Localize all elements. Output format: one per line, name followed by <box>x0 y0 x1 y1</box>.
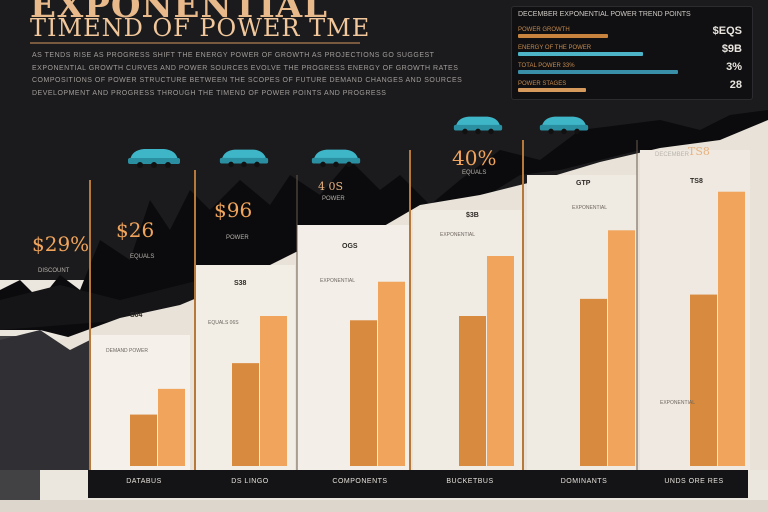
column-label: S38 <box>234 280 247 287</box>
panel-row-bar <box>518 34 608 38</box>
bar <box>378 281 405 466</box>
category-label: UNDS ORE RES <box>664 478 724 485</box>
bar <box>580 298 607 466</box>
bar <box>459 316 486 466</box>
intro-line: AS TENDS RISE AS PROGRESS SHIFT THE ENER… <box>32 52 435 59</box>
bar <box>350 320 377 466</box>
column-header: $96 <box>214 198 253 222</box>
column-subtext: DISCOUNT <box>38 268 70 274</box>
column-subtext: POWER <box>322 196 345 202</box>
bar <box>232 363 259 466</box>
panel-row: POWER STAGES 28 <box>518 79 746 93</box>
info-panel: DECEMBER EXPONENTIAL POWER TREND POINTS … <box>511 6 753 100</box>
panel-row-value: $EQS <box>712 25 742 37</box>
panel-row-value: 28 <box>729 79 742 91</box>
panel-row-label: POWER GROWTH <box>518 27 570 33</box>
category-label: COMPONENTS <box>332 478 388 485</box>
column-label: S04 <box>130 312 143 319</box>
panel-row-label: POWER STAGES <box>518 81 567 87</box>
intro-line: DEVELOPMENT AND PROGRESS THROUGH THE TIM… <box>32 89 387 97</box>
page-subtitle: TIMEND OF POWER TME <box>30 14 371 42</box>
panel-row-value: 3% <box>726 61 742 73</box>
column-header: $29% <box>32 232 90 256</box>
intro-line: COMPOSITIONS OF POWER STRUCTURE BETWEEN … <box>32 77 463 84</box>
panel-title: DECEMBER EXPONENTIAL POWER TREND POINTS <box>518 11 691 18</box>
category-label: DATABUS <box>126 478 162 485</box>
panel-row: TOTAL POWER 33% 3% <box>518 61 746 75</box>
intro-text: AS TENDS RISE AS PROGRESS SHIFT THE ENER… <box>32 50 492 100</box>
column-label-sub: EXPONENTIAL <box>320 278 356 284</box>
page-title: EXPONENTIAL <box>30 0 329 26</box>
intro-line: EXPONENTIAL GROWTH CURVES AND POWER SOUR… <box>32 64 459 72</box>
column-label: $3B <box>466 212 479 219</box>
panel-row-bar <box>518 88 586 92</box>
column-label: TS8 <box>690 178 703 185</box>
bar <box>608 230 635 466</box>
panel-row-bar <box>518 52 643 56</box>
car-icon <box>310 146 362 173</box>
category-strip: DATABUS DS LINGO COMPONENTS BUCKETBUS DO… <box>88 470 748 498</box>
category-label: BUCKETBUS <box>446 478 494 485</box>
column-label-sub: EQUALS 06S <box>208 320 239 326</box>
column-subtext: EQUALS <box>130 254 155 260</box>
title-divider <box>30 42 360 44</box>
column-header: TS8 <box>688 145 710 158</box>
panel-row-value: $9B <box>721 43 742 55</box>
column-header: 40% <box>452 146 497 170</box>
bar <box>690 294 717 466</box>
column-subtext: POWER <box>226 235 249 241</box>
panel-row: ENERGY OF THE POWER $9B <box>518 43 746 57</box>
column-label: OGS <box>342 243 358 250</box>
column-label-sub: EXPONENTIAL <box>572 205 608 211</box>
bar <box>130 414 157 466</box>
category-label: DS LINGO <box>231 478 269 485</box>
car-icon <box>538 112 590 141</box>
category-label: DOMINANTS <box>560 478 608 485</box>
bar <box>158 388 185 466</box>
column-label-sub: EXPONENTIAL <box>660 400 696 406</box>
bar <box>487 256 514 466</box>
bar <box>260 316 287 466</box>
car-icon <box>218 146 270 173</box>
column-subtext: DECEMBER <box>655 152 690 158</box>
column-label-sub: EXPONENTIAL <box>440 232 476 238</box>
car-icon <box>452 112 504 141</box>
panel-row: POWER GROWTH $EQS <box>518 25 746 39</box>
panel-row-label: TOTAL POWER 33% <box>518 63 575 69</box>
bar <box>718 191 745 466</box>
column-header: 4 0S <box>318 180 344 193</box>
panel-row-bar <box>518 70 678 74</box>
car-icon <box>126 146 182 173</box>
column-header: $26 <box>116 218 155 242</box>
column-label-sub: DEMAND POWER <box>106 348 148 354</box>
column-label: GTP <box>576 180 591 187</box>
panel-row-label: ENERGY OF THE POWER <box>518 45 592 51</box>
column-subtext: EQUALS <box>462 170 487 176</box>
